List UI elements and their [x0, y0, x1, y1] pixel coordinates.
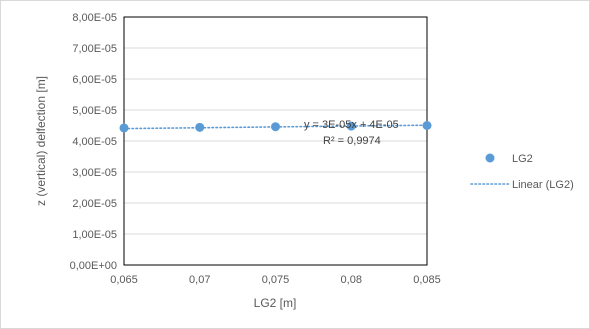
data-point [195, 122, 205, 132]
x-tick-label: 0,065 [110, 274, 138, 286]
x-tick-label: 0,085 [413, 274, 441, 286]
data-point [271, 122, 280, 132]
y-tick-label: 8,00E-05 [72, 12, 117, 24]
y-tick-label: 1,00E-05 [72, 229, 117, 241]
trendline-r-squared: R² = 0,9974 [323, 135, 381, 147]
y-tick-label: 0,00E+00 [70, 260, 117, 272]
plot-area-border [123, 16, 428, 266]
legend-label-trendline: Linear (LG2) [512, 179, 574, 191]
x-axis-tick-labels: 0,065 0,07 0,075 0,08 0,085 [110, 274, 441, 286]
y-tick-label: 3,00E-05 [72, 167, 117, 179]
data-points [119, 121, 432, 133]
trendline-equation: y = 3E-05x + 4E-05 [304, 119, 399, 131]
legend-item-series: LG2 [485, 153, 533, 165]
data-point [422, 121, 432, 130]
y-tick-label: 6,00E-05 [72, 74, 117, 86]
y-tick-label: 4,00E-05 [72, 136, 117, 148]
x-tick-label: 0,08 [341, 274, 362, 286]
data-point [346, 121, 356, 131]
y-tick-label: 2,00E-05 [72, 198, 117, 210]
y-tick-label: 7,00E-05 [72, 43, 117, 55]
legend-label-series: LG2 [512, 153, 533, 165]
legend-item-trendline: Linear (LG2) [470, 179, 574, 191]
x-tick-label: 0,075 [262, 274, 290, 286]
y-axis-tick-labels: 0,00E+00 1,00E-05 2,00E-05 3,00E-05 4,00E-05… [70, 12, 117, 272]
legend: LG2 Linear (LG2) [470, 153, 574, 191]
gridlines [124, 47, 427, 235]
y-tick-label: 5,00E-05 [72, 105, 117, 117]
x-axis-title: LG2 [m] [254, 296, 297, 310]
legend-marker-dot-icon [485, 153, 495, 163]
x-tick-label: 0,07 [189, 274, 210, 286]
data-point [119, 123, 129, 133]
y-axis-title: z (vertical) delfection [m] [34, 76, 48, 206]
